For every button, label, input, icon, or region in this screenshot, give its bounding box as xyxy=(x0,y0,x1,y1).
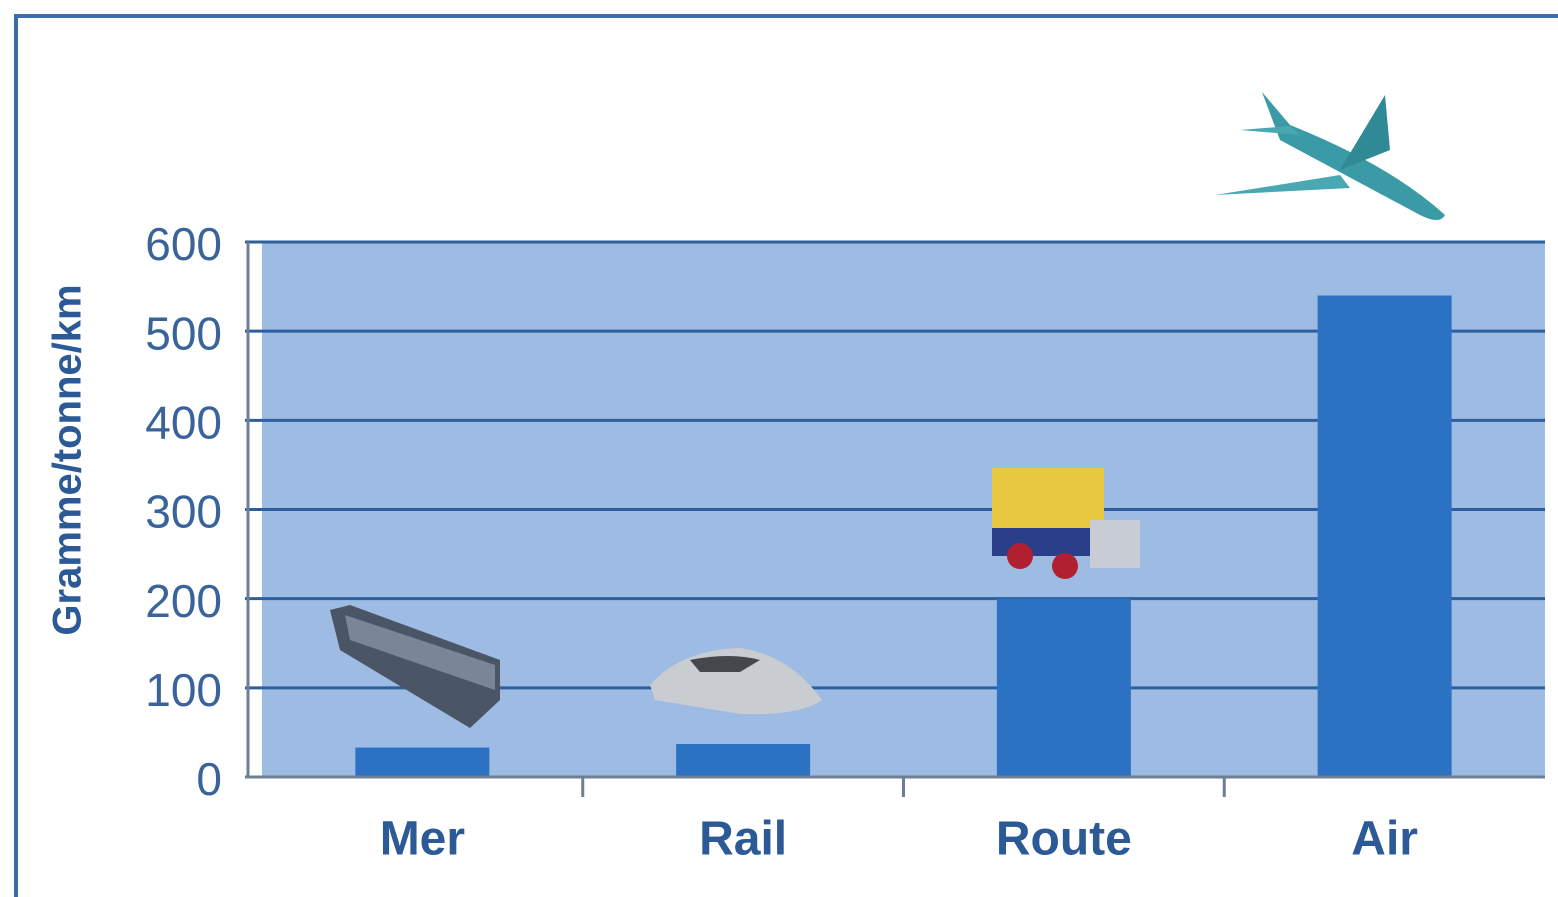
bar xyxy=(355,747,490,777)
truck-icon xyxy=(992,468,1140,579)
bar xyxy=(996,598,1131,777)
plane-icon xyxy=(1215,92,1445,220)
ship-icon xyxy=(330,605,500,728)
y-axis-label: Gramme/tonne/km xyxy=(46,284,90,635)
y-tick-label: 600 xyxy=(145,218,222,270)
y-tick-label: 200 xyxy=(145,575,222,627)
x-tick-label: Rail xyxy=(699,813,787,866)
y-tick-label: 500 xyxy=(145,307,222,359)
y-tick-label: 100 xyxy=(145,664,222,716)
x-tick-label: Route xyxy=(996,813,1132,866)
icons xyxy=(330,92,1445,728)
y-tick-label: 0 xyxy=(196,753,222,805)
bar xyxy=(676,744,811,777)
x-tick-label: Mer xyxy=(380,813,465,866)
train-icon xyxy=(650,648,822,715)
y-tick-label: 300 xyxy=(145,486,222,538)
bar xyxy=(1317,295,1452,777)
y-tick-label: 400 xyxy=(145,396,222,448)
x-tick-label: Air xyxy=(1351,813,1418,866)
